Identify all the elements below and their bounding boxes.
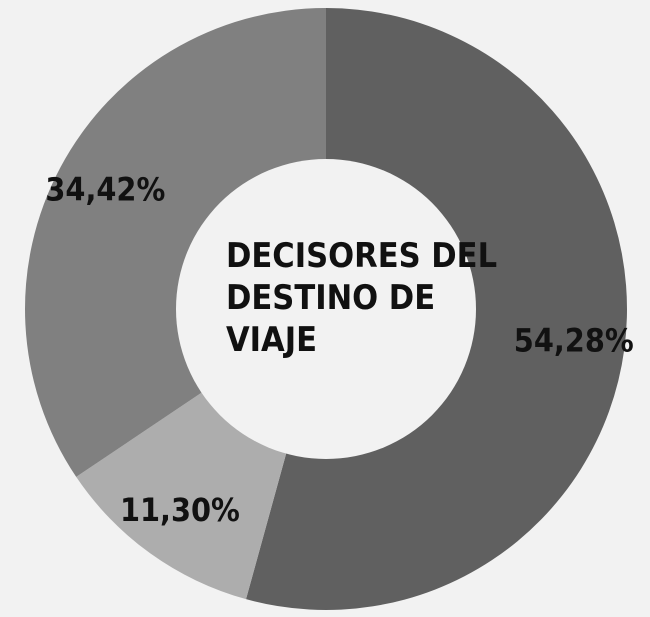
slice-label-1: 11,30% (120, 491, 240, 529)
donut-center (176, 159, 476, 459)
donut-slice-2 (24, 8, 326, 477)
slice-label-2: 34,42% (45, 170, 165, 208)
chart-title-line-2: VIAJE (226, 320, 317, 360)
chart-title-line-0: DECISORES DEL (226, 236, 497, 276)
slice-labels: 54,28% 11,30% 34,42% (45, 170, 633, 528)
slice-label-0: 54,28% (514, 322, 634, 360)
chart-title: DECISORES DEL DESTINO DE VIAJE (226, 236, 497, 360)
chart-title-line-1: DESTINO DE (226, 278, 435, 318)
